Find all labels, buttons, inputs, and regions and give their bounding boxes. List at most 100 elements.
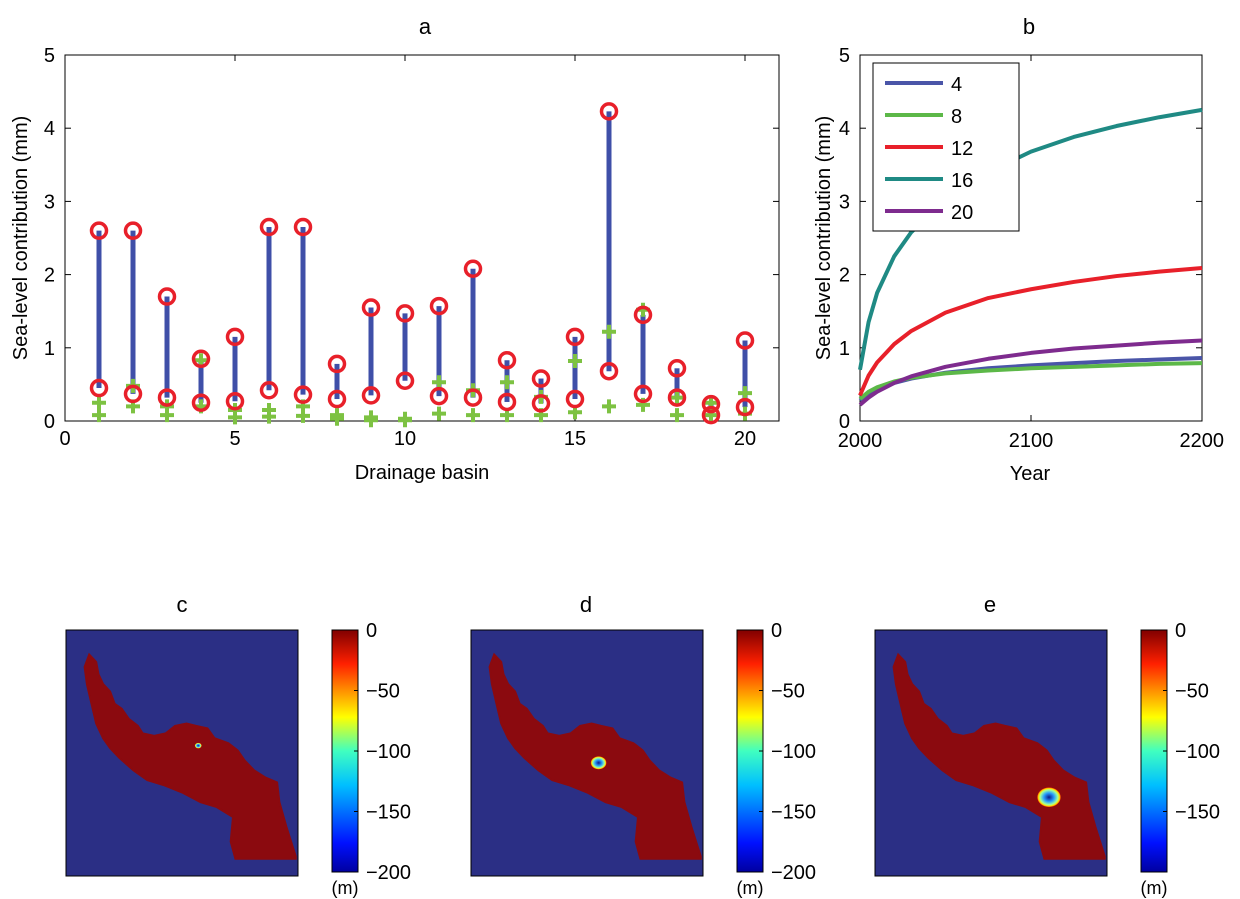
panel-a-y-tick-label: 4 [44, 118, 55, 140]
circle-marker [89, 378, 109, 398]
colorbar-tick-label: −200 [366, 862, 411, 884]
panel-b-title: b [1023, 14, 1035, 39]
colorbar-tick-label: −150 [1175, 802, 1220, 824]
circle-marker [429, 386, 449, 406]
panel-b-y-tick-label: 1 [839, 338, 850, 360]
circle-marker [327, 354, 347, 374]
panel-a-x-tick-label: 5 [229, 428, 240, 450]
panel-a-y-tick-label: 2 [44, 265, 55, 287]
panel-b-y-tick-label: 3 [839, 191, 850, 213]
colorbar-tick-label: 0 [366, 620, 377, 642]
plus-marker [602, 324, 616, 339]
circle-marker [667, 388, 687, 407]
plus-marker [398, 413, 412, 428]
circle-marker [89, 221, 109, 240]
circle-marker [429, 296, 449, 316]
circle-marker [701, 405, 721, 425]
panel-a-y-tick-label: 0 [44, 411, 55, 433]
panel-a-axes: 0 5 10 15 20 0 1 2 3 4 5 [44, 45, 779, 450]
colorbar-tick-label: 0 [1175, 620, 1186, 642]
circle-marker [497, 392, 517, 412]
colorbar [331, 629, 359, 873]
map-title-e: e [984, 592, 996, 617]
circle-marker [225, 327, 245, 347]
circle-marker [293, 217, 313, 237]
map-panel-e: e 0 −50 −100 −150 (m) [874, 592, 1220, 898]
ice-sheet [83, 652, 297, 860]
plus-marker [500, 375, 514, 390]
circle-marker [327, 389, 347, 409]
circle-marker [531, 394, 551, 413]
panel-b-lines [858, 107, 1203, 407]
panel-b-x-tick-label: 2000 [838, 430, 883, 452]
plus-marker [262, 409, 276, 424]
panel-b-y-tick-label: 2 [839, 265, 850, 287]
depression-spot [590, 756, 607, 770]
legend-label: 16 [951, 170, 973, 192]
colorbar [1140, 629, 1168, 873]
legend-label: 12 [951, 138, 973, 160]
plus-marker [228, 410, 242, 425]
panel-b-y-axis-label: Sea-level contribution (mm) [813, 116, 835, 361]
colorbar-tick-label: −50 [771, 681, 805, 703]
map-panels: c 0 −50 −100 −150 −200 (m) d 0 −50 −100 −150 −200 (m)… [65, 592, 1220, 898]
map-panel-c: c 0 −50 −100 −150 −200 (m) [65, 592, 411, 898]
panel-a-x-tick-label: 0 [59, 428, 70, 450]
circle-marker [701, 394, 721, 414]
map-title-d: d [580, 592, 592, 617]
series-line-12 [858, 266, 1203, 397]
depression-spot [194, 742, 202, 749]
panel-a-x-tick-label: 10 [394, 428, 416, 450]
plus-marker [364, 413, 378, 428]
circle-marker [599, 361, 619, 381]
colorbar-tick-label: −50 [1175, 681, 1209, 703]
panel-b-x-axis-label: Year [1010, 463, 1051, 485]
circle-marker [259, 381, 279, 400]
circle-marker [667, 359, 687, 378]
map-title-c: c [177, 592, 188, 617]
colorbar-tick-label: −100 [1175, 741, 1220, 763]
circle-marker [225, 391, 245, 411]
circle-marker [599, 102, 619, 121]
ice-sheet [488, 652, 702, 860]
plus-marker [466, 408, 480, 423]
plus-marker [670, 408, 684, 423]
plus-marker [296, 408, 310, 423]
map-panel-d: d 0 −50 −100 −150 −200 (m) [470, 592, 816, 898]
panel-b-y-tick-label: 0 [839, 411, 850, 433]
plus-marker [602, 399, 616, 414]
panel-a-marks [89, 102, 755, 428]
legend-label: 4 [951, 74, 962, 96]
circle-marker [565, 389, 585, 409]
circle-marker [157, 287, 177, 306]
circle-marker [191, 393, 211, 412]
circle-marker [395, 371, 415, 390]
legend-label: 8 [951, 106, 962, 128]
circle-marker [361, 298, 381, 317]
legend-label: 20 [951, 202, 973, 224]
plus-marker [330, 411, 344, 426]
panel-a-title: a [419, 14, 432, 39]
series-line-8 [858, 361, 1203, 401]
panel-a-y-tick-label: 5 [44, 45, 55, 67]
colorbar-unit: (m) [737, 878, 764, 898]
ice-sheet [892, 652, 1106, 860]
colorbar-tick-label: −50 [366, 681, 400, 703]
plus-marker [92, 408, 106, 423]
circle-marker [361, 386, 381, 405]
colorbar-unit: (m) [1141, 878, 1168, 898]
circle-marker [123, 384, 143, 404]
circle-marker [633, 384, 653, 404]
circle-marker [565, 327, 585, 347]
colorbar-tick-label: −200 [771, 862, 816, 884]
panel-b-legend: 4 8 12 16 20 [872, 62, 1020, 232]
panel-a-y-tick-label: 3 [44, 191, 55, 213]
circle-marker [633, 305, 653, 325]
panel-a-y-axis-label: Sea-level contribution (mm) [10, 116, 32, 361]
circle-marker [735, 331, 755, 350]
circle-marker [463, 259, 483, 278]
plus-marker [160, 408, 174, 423]
depression-spot [1037, 787, 1061, 808]
